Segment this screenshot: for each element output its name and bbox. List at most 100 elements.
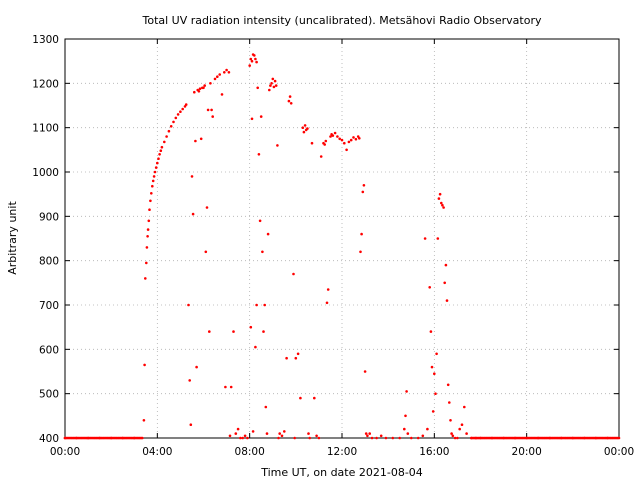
data-point [287,99,291,103]
data-point [310,141,314,145]
data-point [451,434,455,438]
data-point [448,401,451,404]
data-point [243,434,247,438]
data-point [255,60,258,64]
y-tick-label: 1000 [32,167,59,179]
data-point [249,57,253,61]
data-point [147,219,151,223]
data-point [347,140,351,144]
data-point [338,137,342,141]
data-point [254,57,257,61]
data-points [63,53,621,440]
data-point [153,170,157,174]
data-point [211,115,214,118]
data-point [172,120,175,124]
data-point [349,138,353,142]
data-point [285,356,288,360]
data-point [204,250,208,254]
data-point [193,90,196,94]
data-point [143,363,146,367]
y-tick-label: 1200 [32,78,59,90]
data-point [336,135,339,138]
data-point [225,68,228,72]
data-point [435,352,438,356]
data-point [398,436,402,440]
x-tick-label: 08:00 [235,446,265,458]
x-tick-label: 16:00 [419,446,449,458]
data-point [406,432,410,435]
data-point [144,277,147,280]
data-point [343,141,346,145]
data-point [228,434,232,438]
data-point [227,71,231,74]
data-point [159,149,163,152]
data-point [283,430,286,433]
data-point [265,432,269,435]
data-point [329,135,332,138]
data-point [266,232,270,236]
y-tick-label: 500 [39,389,59,401]
data-point [361,190,365,194]
data-point [257,153,261,156]
y-tick-label: 900 [39,211,59,223]
data-point [167,129,171,133]
data-point [145,261,148,265]
data-point [190,175,194,178]
data-point [256,86,260,90]
data-point [239,436,242,440]
y-axis-label: Arbitrary unit [6,201,19,275]
data-point [303,124,307,127]
data-point [205,206,209,209]
data-point [437,197,441,200]
data-point [426,427,429,431]
data-point [345,148,348,152]
data-point [259,115,263,118]
data-point [375,436,378,440]
data-point [250,117,254,121]
data-point [156,161,159,165]
data-point [258,219,262,223]
data-point [352,136,355,139]
data-point [302,130,306,134]
data-point [216,75,219,78]
data-point [269,84,272,87]
data-point [456,436,459,440]
data-point [325,301,329,305]
data-point [299,396,302,400]
data-point [208,330,211,333]
data-point [142,419,146,422]
data-point [306,127,309,130]
data-point [270,82,273,85]
data-point [264,405,268,409]
data-point [436,237,440,240]
data-point [163,140,166,144]
data-point [220,93,224,96]
data-point [444,263,448,267]
chart-title: Total UV radiation intensity (uncalibrat… [142,14,542,27]
data-point [261,250,264,254]
data-point [421,434,425,438]
data-point [199,137,203,141]
data-point [248,64,251,67]
data-point [277,436,280,440]
data-point [253,54,256,57]
x-tick-label: 00:00 [604,446,634,458]
data-point [249,325,253,329]
x-tick-label: 12:00 [327,446,357,458]
data-point [181,107,184,111]
data-point [449,419,452,422]
data-point [194,139,197,143]
data-point [232,330,235,333]
data-point [139,436,143,440]
x-tick-label: 20:00 [512,446,542,458]
data-point [203,84,206,87]
data-point [234,432,238,435]
data-point [405,390,408,393]
data-point [148,208,151,211]
data-point [616,436,620,440]
data-point [191,212,195,216]
data-point [268,88,271,92]
data-point [428,286,432,289]
data-point [463,405,466,409]
data-point [317,436,321,440]
